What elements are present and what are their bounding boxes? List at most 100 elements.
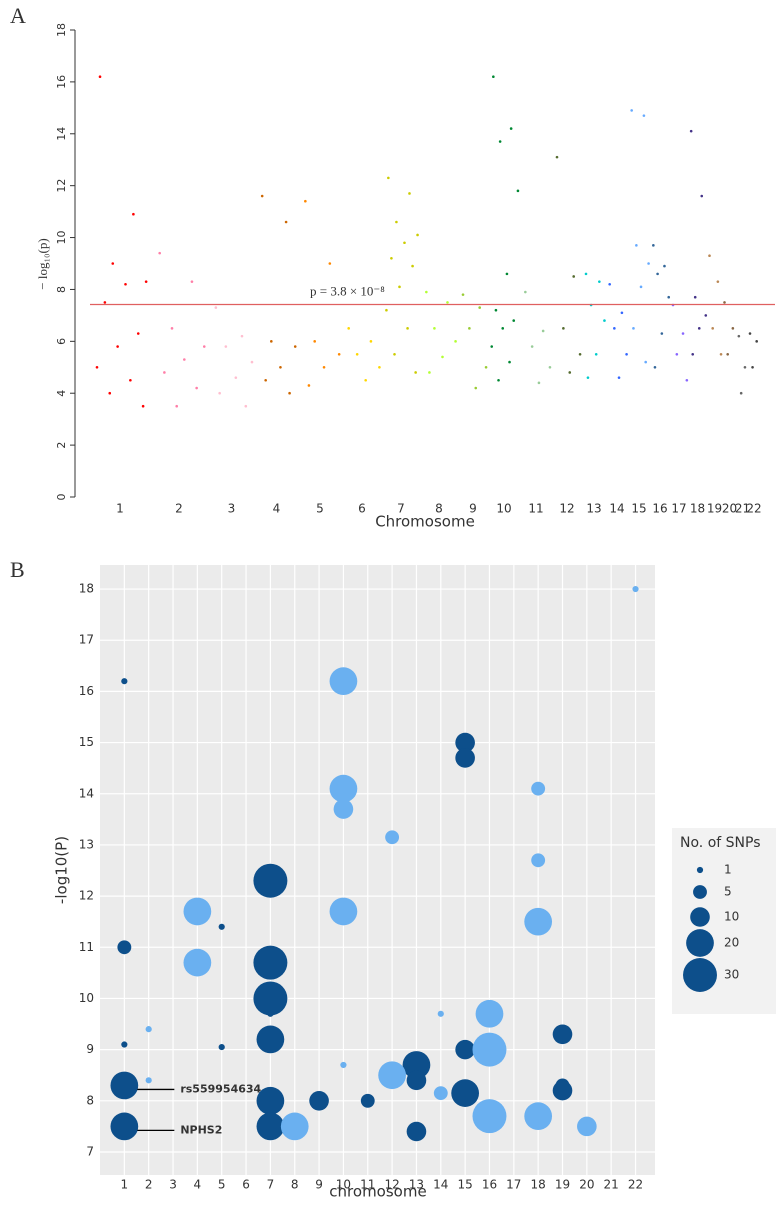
bubble — [329, 774, 358, 803]
x-tick-label: 8 — [435, 502, 443, 516]
snp-point — [390, 257, 393, 260]
snp-point — [537, 381, 541, 385]
bubble — [145, 1077, 152, 1084]
x-tick-label: 8 — [291, 1178, 299, 1192]
snp-point — [719, 353, 723, 356]
bubble — [333, 799, 354, 819]
legend-bubble — [686, 929, 714, 957]
snp-point — [408, 192, 411, 195]
snp-point — [578, 353, 582, 356]
y-tick-label: 10 — [55, 231, 68, 245]
snp-point — [568, 371, 572, 374]
snp-point — [508, 360, 511, 364]
snp-point — [468, 327, 471, 330]
snp-point — [347, 327, 350, 330]
bubble — [218, 1043, 225, 1051]
legend-title: No. of SNPs — [680, 835, 761, 851]
bubble — [117, 940, 132, 955]
legend-label: 1 — [724, 863, 732, 877]
snp-point — [393, 353, 396, 356]
snp-point — [144, 280, 148, 283]
legend-bubble — [696, 866, 704, 874]
snp-point — [284, 220, 288, 224]
snp-point — [387, 176, 390, 180]
x-tick-label: 15 — [457, 1178, 472, 1192]
bubble — [472, 1032, 507, 1067]
snp-point — [653, 365, 657, 369]
snp-point — [474, 386, 478, 390]
y-tick-label: 16 — [79, 684, 94, 698]
snp-point — [234, 376, 238, 379]
bubble — [524, 907, 553, 936]
snp-point — [428, 371, 431, 374]
x-tick-label: 22 — [746, 502, 761, 516]
snp-point — [124, 282, 127, 286]
snp-point — [505, 272, 509, 276]
snp-point — [411, 264, 414, 268]
snp-point — [586, 376, 590, 379]
legend-label: 5 — [724, 885, 732, 899]
snp-point — [613, 327, 616, 330]
snp-point — [240, 334, 244, 338]
x-tick-label: 12 — [384, 1178, 399, 1192]
snp-point — [116, 345, 119, 348]
annotation: NPHS2 — [180, 1123, 222, 1136]
snp-point — [195, 386, 198, 390]
bubble — [110, 1071, 139, 1100]
y-tick-label: 16 — [55, 75, 68, 89]
snp-point — [355, 353, 359, 356]
x-tick-label: 11 — [528, 502, 543, 516]
snp-point — [494, 308, 498, 312]
y-tick-label: 14 — [55, 127, 68, 141]
snp-point — [129, 378, 132, 382]
x-tick-label: 18 — [690, 502, 705, 516]
bubble — [267, 1010, 274, 1017]
snp-point — [689, 129, 693, 133]
snp-point — [681, 332, 685, 335]
x-tick-label: 11 — [360, 1178, 375, 1192]
snp-point — [562, 327, 565, 330]
x-tick-label: 1 — [121, 1178, 129, 1192]
snp-point — [364, 378, 367, 382]
snp-point — [516, 189, 520, 193]
snp-point — [642, 114, 646, 117]
snp-point — [755, 340, 758, 343]
bubble — [552, 1080, 573, 1101]
y-tick-label: 18 — [55, 23, 68, 37]
snp-point — [103, 301, 107, 304]
snp-point — [214, 306, 218, 309]
snp-point — [675, 353, 679, 356]
bubble — [256, 1025, 285, 1054]
bubble — [340, 1061, 347, 1069]
x-tick-label: 3 — [228, 502, 236, 516]
x-tick-label: 20 — [722, 502, 737, 516]
snp-point — [700, 194, 704, 198]
snp-point — [608, 282, 611, 286]
snp-point — [498, 140, 502, 143]
bubble — [256, 1086, 285, 1115]
snp-point — [136, 332, 140, 335]
bubble — [406, 1121, 427, 1142]
x-tick-label: 20 — [579, 1178, 594, 1192]
y-tick-label: 17 — [79, 633, 94, 647]
x-tick-label: 3 — [169, 1178, 177, 1192]
snp-point — [524, 290, 527, 294]
snp-point — [497, 378, 500, 382]
bubble — [451, 1079, 479, 1107]
bubble — [256, 1112, 285, 1141]
snp-point — [108, 391, 112, 395]
bubble — [360, 1093, 375, 1108]
snp-point — [530, 345, 534, 348]
snp-point — [395, 220, 398, 224]
y-axis-label: − log₁₀(p) — [35, 238, 50, 289]
bubble — [475, 999, 504, 1028]
snp-point — [603, 319, 606, 322]
snp-point — [158, 251, 161, 255]
legend-bubble — [693, 885, 707, 899]
bubble — [406, 1070, 427, 1091]
y-tick-label: 15 — [79, 735, 94, 749]
x-tick-label: 17 — [671, 502, 686, 516]
x-tick-label: 5 — [218, 1178, 226, 1192]
snp-point — [328, 262, 332, 265]
x-tick-label: 9 — [315, 1178, 323, 1192]
